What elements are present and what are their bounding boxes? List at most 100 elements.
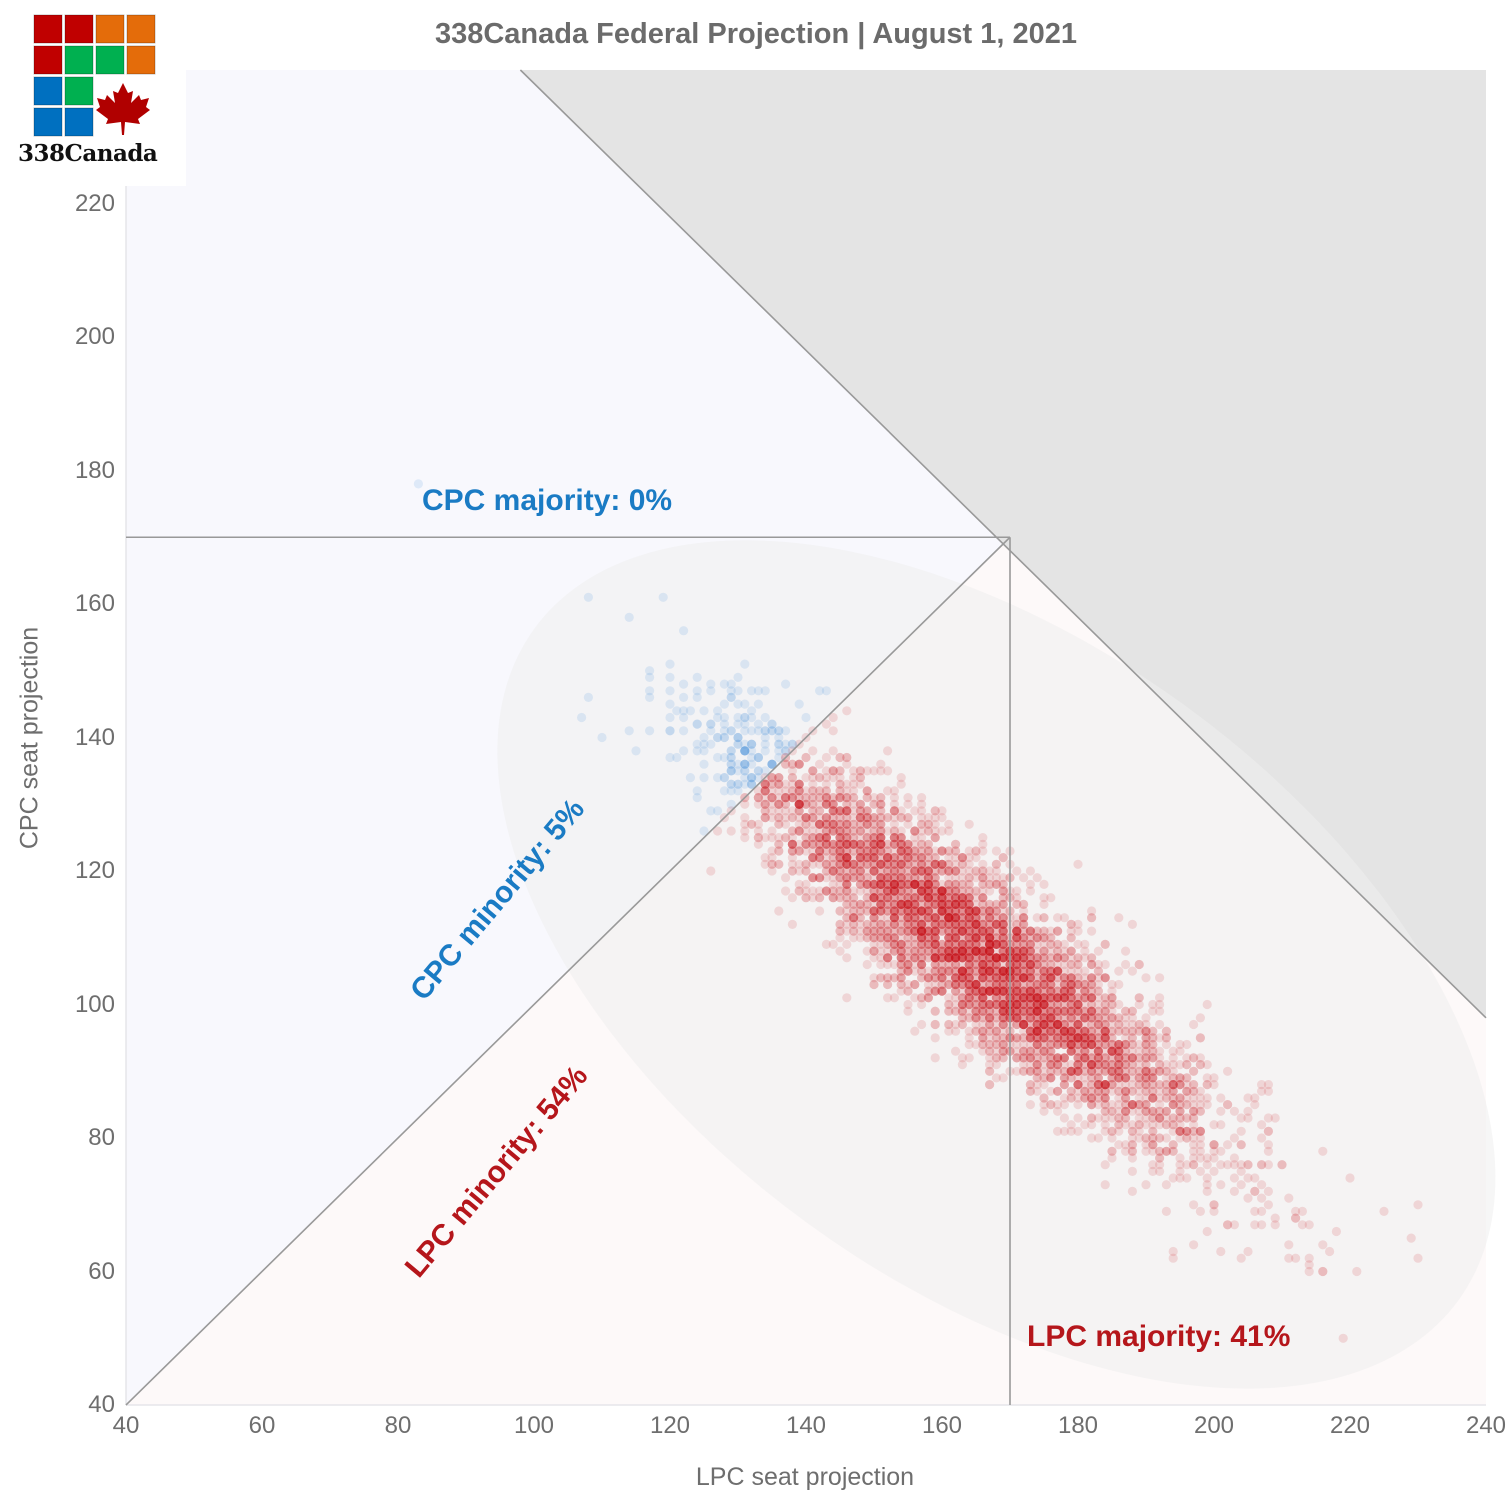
lpc-sim-point xyxy=(794,806,804,816)
lpc-sim-point xyxy=(917,879,927,890)
lpc-sim-point xyxy=(1236,1126,1246,1136)
lpc-sim-point xyxy=(910,913,920,923)
lpc-sim-point xyxy=(896,839,906,849)
lpc-sim-point xyxy=(1059,1053,1069,1063)
lpc-sim-point xyxy=(896,833,906,843)
lpc-sim-point xyxy=(944,913,954,923)
lpc-sim-point xyxy=(1121,1073,1131,1083)
lpc-sim-point xyxy=(835,893,845,903)
lpc-sim-point xyxy=(849,766,859,776)
lpc-sim-point xyxy=(937,899,947,910)
lpc-sim-point xyxy=(1127,1086,1137,1096)
lpc-sim-point xyxy=(1080,1039,1090,1050)
lpc-sim-point xyxy=(998,939,1008,950)
lpc-sim-point xyxy=(835,893,845,903)
lpc-sim-point xyxy=(1032,999,1042,1010)
lpc-sim-point xyxy=(1025,926,1035,936)
lpc-sim-point xyxy=(991,933,1002,943)
lpc-sim-point xyxy=(842,879,852,890)
lpc-sim-point xyxy=(1318,1266,1328,1277)
lpc-sim-point xyxy=(991,1033,1002,1043)
lpc-sim-point xyxy=(869,933,879,943)
lpc-sim-point xyxy=(923,913,934,923)
lpc-sim-point xyxy=(985,906,995,916)
lpc-sim-point xyxy=(971,846,981,856)
lpc-sim-point xyxy=(964,893,974,903)
lpc-sim-point xyxy=(930,966,940,976)
lpc-sim-point xyxy=(869,906,879,916)
lpc-sim-point xyxy=(971,979,981,990)
lpc-sim-point xyxy=(1025,946,1035,956)
lpc-sim-point xyxy=(1032,1033,1042,1043)
lpc-sim-point xyxy=(1032,1033,1042,1043)
cpc-sim-point xyxy=(753,752,764,763)
lpc-sim-point xyxy=(1243,1173,1253,1183)
lpc-sim-point xyxy=(876,873,886,883)
lpc-sim-point xyxy=(1012,993,1022,1003)
lpc-sim-point xyxy=(923,893,934,903)
lpc-sim-point xyxy=(930,1006,940,1016)
lpc-sim-point xyxy=(991,1073,1002,1083)
lpc-sim-point xyxy=(1257,1133,1267,1143)
lpc-sim-point xyxy=(855,879,866,890)
cpc-sim-point xyxy=(815,686,825,696)
lpc-sim-point xyxy=(1059,1033,1069,1043)
cpc-sim-point xyxy=(740,746,750,756)
lpc-sim-point xyxy=(1161,1146,1171,1156)
lpc-sim-point xyxy=(930,879,940,890)
lpc-sim-point xyxy=(937,979,947,990)
lpc-sim-point xyxy=(923,893,934,903)
lpc-sim-point xyxy=(1046,1086,1056,1096)
lpc-sim-point xyxy=(930,933,940,943)
lpc-sim-point xyxy=(1012,1033,1022,1043)
lpc-sim-point xyxy=(835,813,845,823)
lpc-sim-point xyxy=(1148,1093,1158,1103)
lpc-sim-point xyxy=(1073,1080,1083,1090)
lpc-sim-point xyxy=(957,913,968,923)
lpc-sim-point xyxy=(903,999,913,1010)
lpc-sim-point xyxy=(1019,946,1029,956)
lpc-sim-point xyxy=(1100,1060,1110,1070)
lpc-sim-point xyxy=(855,886,866,896)
lpc-sim-point xyxy=(1250,1186,1260,1196)
lpc-sim-point xyxy=(978,913,988,923)
lpc-sim-point xyxy=(1189,1120,1199,1130)
lpc-sim-point xyxy=(1216,1160,1226,1170)
lpc-sim-point xyxy=(944,913,954,923)
lpc-sim-point xyxy=(910,979,920,990)
lpc-sim-point xyxy=(910,833,920,843)
lpc-sim-point xyxy=(1141,1073,1151,1083)
lpc-sim-point xyxy=(883,886,893,896)
lpc-sim-point xyxy=(883,973,893,983)
lpc-sim-point xyxy=(951,899,961,910)
lpc-sim-point xyxy=(1087,1066,1097,1076)
lpc-sim-point xyxy=(1236,1140,1246,1150)
lpc-sim-point xyxy=(910,846,920,856)
lpc-sim-point xyxy=(1025,939,1035,950)
lpc-sim-point xyxy=(1175,1093,1185,1103)
lpc-sim-point xyxy=(862,813,872,823)
lpc-sim-point xyxy=(998,933,1008,943)
lpc-sim-point xyxy=(1318,1146,1328,1156)
lpc-sim-point xyxy=(937,973,947,983)
lpc-sim-point xyxy=(883,859,893,869)
lpc-sim-point xyxy=(910,879,920,890)
lpc-sim-point xyxy=(1087,993,1097,1003)
lpc-sim-point xyxy=(930,939,940,950)
lpc-sim-point xyxy=(1107,1046,1117,1056)
lpc-sim-point xyxy=(1046,953,1056,963)
lpc-sim-point xyxy=(978,899,988,910)
lpc-sim-point xyxy=(998,946,1008,956)
lpc-sim-point xyxy=(1155,1100,1165,1110)
lpc-sim-point xyxy=(923,906,934,916)
lpc-sim-point xyxy=(869,833,879,843)
lpc-sim-point xyxy=(889,906,900,916)
lpc-sim-point xyxy=(1073,1080,1083,1090)
lpc-sim-point xyxy=(930,926,940,936)
lpc-sim-point xyxy=(876,933,886,943)
lpc-sim-point xyxy=(842,839,852,849)
lpc-sim-point xyxy=(889,899,900,910)
lpc-sim-point xyxy=(1087,973,1097,983)
lpc-sim-point xyxy=(842,853,852,863)
lpc-sim-point xyxy=(944,946,954,956)
